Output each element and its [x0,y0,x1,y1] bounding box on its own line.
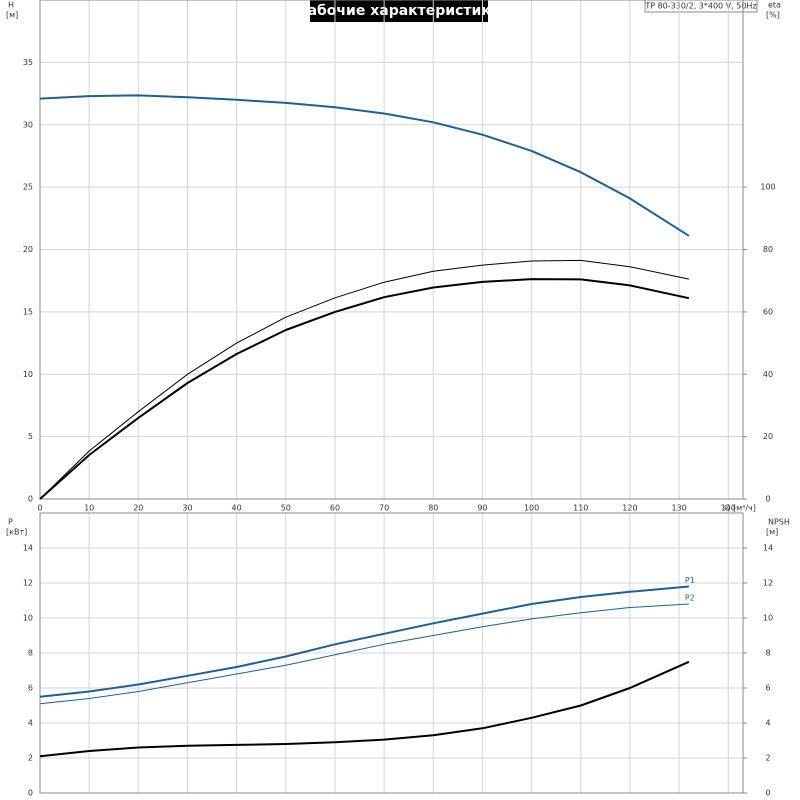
x-tick-label: 10 [84,504,94,513]
y2-axis-label: NPSH [768,518,790,527]
curve [39,585,689,698]
plot-frame [39,512,744,794]
curve [39,278,690,500]
curve [39,259,690,500]
annotation-box [644,0,758,13]
y-axis-label: P [8,518,13,527]
y2-tick-label: 0 [765,495,770,504]
y-tick-label: 0 [28,789,33,798]
y-tick-label: 2 [28,754,33,763]
y-tick-label: 20 [23,245,33,254]
y2-tick-label: 10 [763,614,773,623]
y2-tick-label: 6 [765,684,770,693]
y2-tick-label: 20 [763,432,773,441]
chart-title: Рабочие характеристики [297,3,500,19]
series-label: P1 [685,576,695,585]
y-tick-label: 6 [28,684,33,693]
y2-axis-label: eta [768,1,781,10]
x-tick-label: 110 [573,504,588,513]
y2-tick-label: 12 [763,579,773,588]
x-tick-label: 40 [232,504,242,513]
x-tick-label: 80 [428,504,438,513]
y2-tick-label: 80 [763,245,773,254]
y2-axis-unit: [%] [766,11,780,20]
y-axis-unit: [кВт] [6,528,27,537]
x-tick-label: 50 [281,504,291,513]
x-tick-label: 140 [721,504,736,513]
y2-tick-label: 100 [760,183,775,192]
y2-tick-label: 4 [765,719,770,728]
y-tick-label: 10 [23,370,33,379]
x-axis-label: Q [м³/ч] [724,504,756,513]
y-tick-label: 30 [23,120,33,129]
y-tick-label: 12 [23,579,33,588]
y-tick-label: 10 [23,614,33,623]
plot-frame [39,0,744,500]
y2-tick-label: 40 [763,370,773,379]
y-axis-label: H [8,1,14,10]
x-tick-label: 90 [477,504,487,513]
curve [39,660,690,758]
y-axis-unit: [м] [6,11,18,20]
y-tick-label: 14 [23,544,33,553]
series-label: P2 [685,594,695,603]
x-tick-label: 60 [330,504,340,513]
y2-tick-label: 14 [763,544,773,553]
y-tick-label: 15 [23,307,33,316]
x-tick-label: 30 [182,504,192,513]
curve [39,94,690,237]
y2-tick-label: 8 [765,649,770,658]
x-tick-label: 130 [671,504,686,513]
y-tick-label: 25 [23,183,33,192]
x-tick-label: 70 [379,504,389,513]
y2-axis-unit: [м] [766,528,778,537]
curve [39,603,689,705]
y-tick-label: 8 [28,649,33,658]
y2-tick-label: 0 [765,789,770,798]
y2-tick-label: 2 [765,754,770,763]
x-tick-label: 0 [37,504,42,513]
y-tick-label: 4 [28,719,33,728]
title-box [310,0,488,22]
y-tick-label: 35 [23,58,33,67]
x-tick-label: 100 [524,504,539,513]
x-tick-label: 120 [622,504,637,513]
y-tick-label: 0 [28,495,33,504]
annotation: TP 80-330/2, 3*400 V, 50Hz [644,2,756,11]
y2-tick-label: 60 [763,307,773,316]
x-tick-label: 20 [133,504,143,513]
y-tick-label: 5 [28,432,33,441]
